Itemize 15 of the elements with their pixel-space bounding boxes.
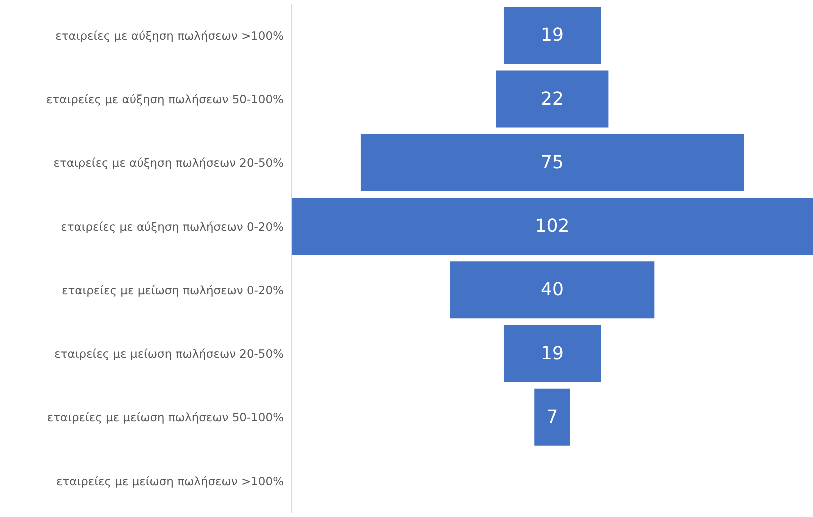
data-label: 75 [541,152,564,174]
data-label: 19 [541,343,564,364]
category-label: εταιρείες με αύξηση πωλήσεων 0-20% [61,220,284,234]
data-label: 102 [535,216,570,238]
category-label: εταιρείες με αύξηση πωλήσεων 20-50% [54,156,284,170]
category-label: εταιρείες με μείωση πωλήσεων >100% [56,474,284,488]
category-label: εταιρείες με μείωση πωλήσεων 50-100% [47,410,284,425]
data-label: 22 [541,88,564,110]
category-label: εταιρείες με αύξηση πωλήσεων 50-100% [46,92,284,107]
category-label: εταιρείες με αύξηση πωλήσεων >100% [56,28,284,43]
data-label: 19 [541,25,564,46]
data-label: 7 [546,406,558,428]
category-label: εταιρείες με μείωση πωλήσεων 20-50% [54,347,284,362]
category-label: εταιρείες με μείωση πωλήσεων 0-20% [62,283,284,298]
data-label: 40 [541,280,564,301]
